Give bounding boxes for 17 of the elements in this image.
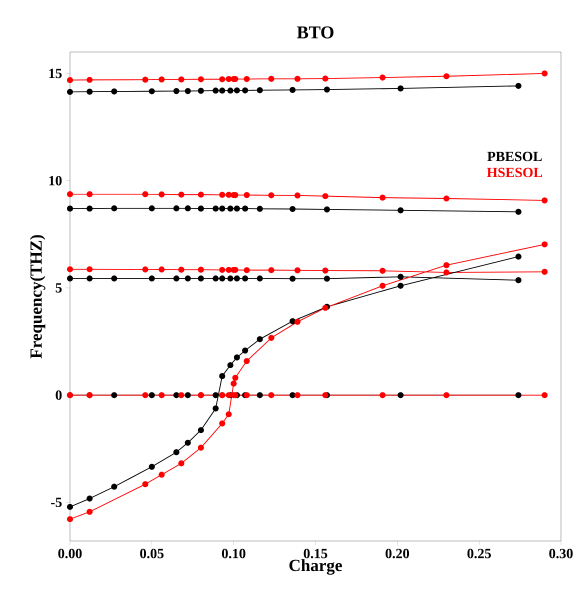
x-tick-label: 0.05 [140, 548, 164, 558]
y-tick-label: 0 [56, 390, 62, 400]
y-axis-title: Frequency(THZ) [30, 235, 46, 358]
x-tick-label: 0.25 [467, 548, 491, 558]
x-axis-title: Charge [289, 559, 342, 575]
y-tick-label: 15 [49, 68, 62, 78]
text: HSESOL [486, 168, 542, 178]
x-tick-label: 0.10 [222, 548, 246, 558]
text: PBESOL [487, 152, 542, 162]
y-tick-label: 10 [49, 176, 62, 186]
x-tick-label: 0.00 [58, 548, 82, 558]
x-tick-label: 0.30 [549, 548, 573, 558]
y-tick-label: -5 [51, 498, 62, 508]
chart-title: BTO [296, 26, 334, 38]
y-tick-label: 5 [56, 283, 62, 293]
x-tick-label: 0.20 [386, 548, 410, 558]
x-tick-label: 0.15 [304, 548, 328, 558]
